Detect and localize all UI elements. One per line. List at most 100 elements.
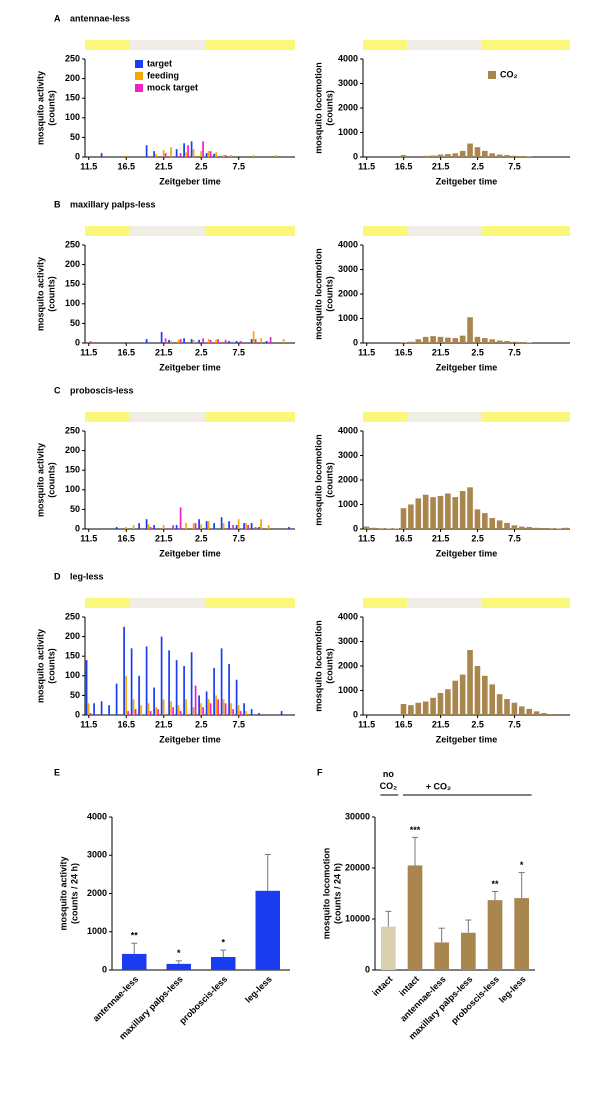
bar [504,341,510,343]
bar [496,340,503,343]
bar [89,713,92,715]
y-axis-label: (counts / 24 h) [69,863,79,924]
bar [247,525,249,529]
x-axis-label: Zeitgeber time [436,362,498,372]
x-tick-label: 11.5 [80,161,97,171]
bar [269,337,272,343]
y-tick-label: 3000 [87,850,107,860]
bar [232,709,234,715]
bar [179,711,182,715]
bar [437,495,444,529]
x-tick-label: 16.5 [395,161,413,171]
x-tick-label: 21.5 [432,533,450,543]
x-tick-label: 2.5 [471,347,484,357]
x-tick-label: 16.5 [117,719,135,729]
bar [198,519,200,529]
bar [288,527,290,529]
bar [511,702,518,715]
bar [541,713,547,715]
bar [147,703,150,715]
bar [207,699,210,715]
bar [205,521,208,529]
x-tick-label: 11.5 [358,719,375,729]
bar [548,714,555,715]
bar [211,956,236,970]
y-tick-label: 4000 [338,425,358,435]
bar [220,517,223,529]
bar [504,522,510,529]
x-tick-label: 11.5 [80,533,97,543]
panel-label: E [54,767,60,777]
y-tick-label: 4000 [338,239,358,249]
legend-label: CO₂ [500,69,518,79]
bar [155,153,157,157]
bar [407,865,423,970]
x-tick-label: 21.5 [432,719,450,729]
x-tick-label: 11.5 [80,347,97,357]
y-tick-label: 2000 [338,288,358,298]
y-tick-label: 0 [75,709,80,719]
bar [179,507,182,529]
bar [162,525,165,529]
x-tick-label: 21.5 [155,719,173,729]
light-phase [481,412,570,422]
y-tick-label: 2000 [338,660,358,670]
bar [172,525,174,529]
group-label: no CO₂ [380,769,398,791]
bar [177,705,180,715]
bar [518,706,525,715]
bar [215,152,217,157]
bar [430,697,436,715]
bar [511,155,518,157]
y-tick-label: 150 [65,465,80,475]
bar [363,526,370,529]
bar [445,493,451,529]
bar [250,523,253,529]
x-axis-label: Zeitgeber time [436,734,498,744]
bar [125,155,127,157]
light-phase [130,40,205,50]
x-tick-label: 16.5 [117,347,135,357]
bar [140,705,142,715]
x-tick-label: 21.5 [155,533,173,543]
category-label: leg-less [497,974,528,1005]
bar [282,339,285,343]
x-tick-label: 7.5 [232,719,245,729]
bar [254,339,257,343]
bar [153,151,155,157]
y-axis-label: (counts) [46,648,56,684]
bar [132,525,135,529]
group-label: + CO₂ [426,781,451,791]
x-tick-label: 7.5 [508,161,521,171]
bar [115,683,118,715]
x-tick-label: 11.5 [80,719,97,729]
bar [518,156,525,157]
bar [400,342,407,343]
x-tick-label: 21.5 [432,347,450,357]
bar [177,339,180,343]
bar [145,519,148,529]
bar [526,708,532,715]
y-axis-label: mosquito locomotion [313,248,323,340]
bar [445,689,451,715]
bar [489,517,496,529]
bar [526,156,532,157]
bar [170,341,172,343]
bar [192,149,195,157]
bar [533,527,540,529]
y-tick-label: 200 [65,631,80,641]
bar [280,711,283,715]
light-phase [407,226,482,236]
bar [123,626,125,715]
bar [265,341,268,343]
bar [130,648,133,715]
bar [170,147,172,157]
category-label: proboscis-less [449,974,501,1026]
x-tick-label: 11.5 [358,533,375,543]
y-axis-label: (counts) [324,462,334,498]
bar [213,523,215,529]
light-phase [363,226,408,236]
bar [157,709,159,715]
bar [415,339,422,343]
